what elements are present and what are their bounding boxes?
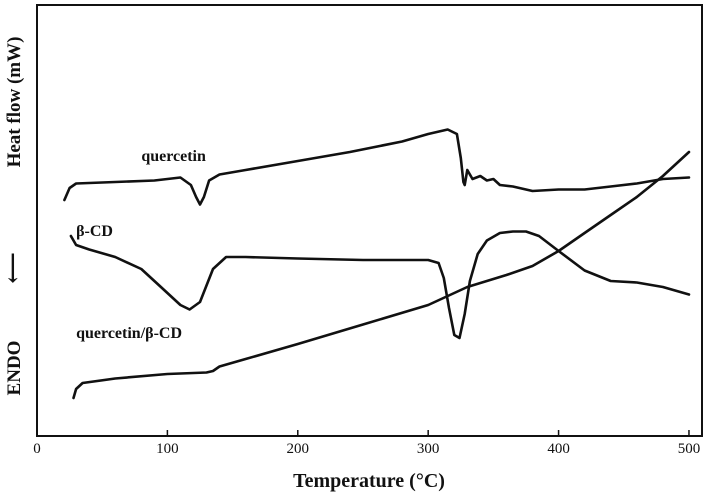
x-axis-title: Temperature (°C) (293, 470, 445, 492)
y-axis-arrow: ⟵ (0, 252, 25, 284)
x-tick-label: 300 (417, 441, 440, 457)
y-axis-endo: ENDO (4, 341, 25, 396)
curve-2 (72, 150, 691, 400)
x-tick-label: 100 (156, 441, 179, 457)
series-labels: quercetin β-CD quercetin/β-CD (76, 148, 206, 342)
x-tick-label: 0 (33, 441, 41, 457)
x-tick-label: 400 (547, 441, 570, 457)
series-label-1: β-CD (76, 223, 113, 240)
curve-0 (63, 128, 691, 206)
curve-1 (69, 230, 691, 340)
curves (63, 128, 691, 400)
x-tick-label: 200 (287, 441, 310, 457)
x-tick-label: 500 (678, 441, 701, 457)
series-label-0: quercetin (141, 148, 206, 165)
plot-frame (36, 4, 703, 437)
series-label-2: quercetin/β-CD (76, 325, 182, 342)
y-axis-title: Heat flow (mW) (4, 37, 25, 168)
x-axis-ticks: 0 100 200 300 400 500 (33, 430, 700, 457)
